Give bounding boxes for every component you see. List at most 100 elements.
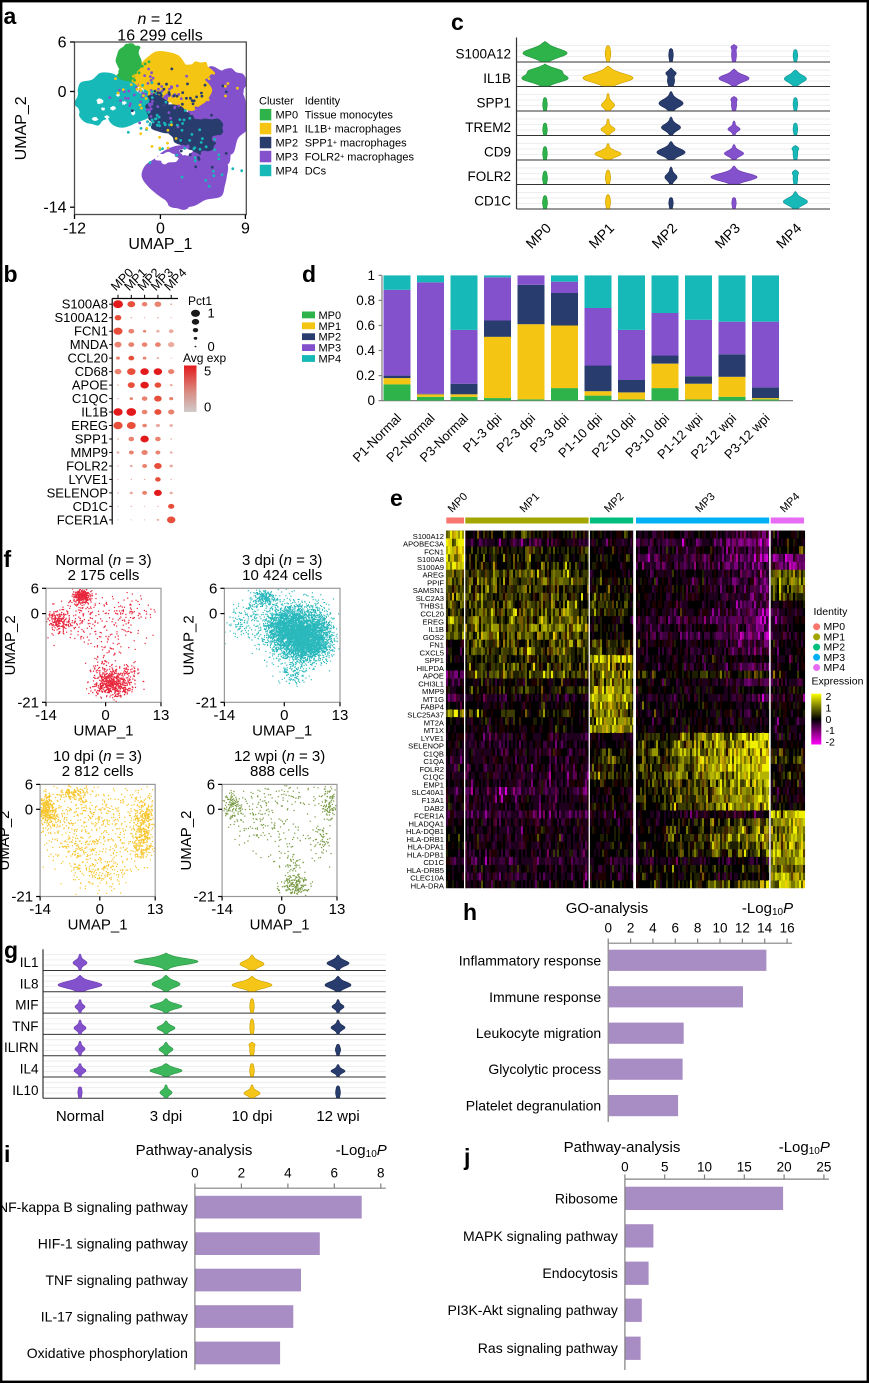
svg-text:MP2: MP2 (276, 138, 299, 150)
svg-text:0: 0 (96, 901, 104, 918)
svg-text:Normal (n = 3): Normal (n = 3) (55, 552, 151, 569)
svg-text:NF-kappa B signaling pathway: NF-kappa B signaling pathway (0, 1199, 188, 1215)
svg-text:IL10: IL10 (12, 1083, 38, 1098)
svg-text:CD1C: CD1C (474, 194, 511, 209)
svg-text:C1QA: C1QA (423, 757, 445, 766)
svg-text:MT1X: MT1X (424, 726, 444, 735)
svg-text:THBS1: THBS1 (420, 602, 444, 611)
svg-text:MP4: MP4 (824, 662, 846, 674)
svg-text:EREG: EREG (422, 617, 444, 626)
svg-text:5: 5 (661, 1160, 669, 1175)
svg-text:TNF: TNF (12, 1019, 38, 1034)
svg-text:6: 6 (207, 776, 215, 793)
svg-text:10 424 cells: 10 424 cells (242, 567, 322, 584)
svg-text:6: 6 (331, 1166, 339, 1181)
svg-text:MMP9: MMP9 (422, 687, 444, 696)
svg-text:-21: -21 (17, 694, 39, 711)
svg-text:Endocytosis: Endocytosis (542, 1265, 617, 1281)
svg-text:b: b (4, 261, 18, 287)
svg-text:TREM2: TREM2 (465, 120, 511, 135)
svg-text:UMAP_2: UMAP_2 (178, 810, 195, 870)
svg-text:20: 20 (777, 1160, 792, 1175)
svg-text:-14: -14 (35, 707, 57, 724)
svg-text:-21: -21 (196, 694, 218, 711)
svg-text:6: 6 (672, 921, 680, 936)
svg-text:ILIRN: ILIRN (4, 1040, 39, 1055)
svg-text:SELENOP: SELENOP (47, 485, 108, 500)
svg-text:UMAP_1: UMAP_1 (73, 722, 133, 739)
svg-text:HLA-DRB1: HLA-DRB1 (406, 835, 444, 844)
svg-text:UMAP_2: UMAP_2 (2, 615, 19, 675)
svg-text:0: 0 (208, 339, 215, 354)
svg-text:-Log10P: -Log10P (742, 900, 793, 918)
svg-text:MT2A: MT2A (424, 718, 445, 727)
svg-text:EREG: EREG (71, 418, 108, 433)
svg-text:Oxidative phosphorylation: Oxidative phosphorylation (27, 1345, 188, 1361)
svg-text:UMAP_2: UMAP_2 (13, 96, 30, 160)
svg-text:0: 0 (207, 801, 215, 818)
svg-text:Immune response: Immune response (489, 989, 601, 1005)
svg-text:PPIF: PPIF (427, 578, 444, 587)
svg-text:i: i (4, 1141, 10, 1167)
svg-text:8: 8 (377, 1166, 385, 1181)
svg-text:888 cells: 888 cells (250, 763, 309, 780)
svg-text:6: 6 (209, 580, 217, 597)
svg-text:CD1C: CD1C (73, 499, 108, 514)
svg-text:MP2: MP2 (824, 642, 846, 654)
svg-text:MIF: MIF (15, 998, 38, 1013)
svg-text:S100A9: S100A9 (417, 563, 444, 572)
svg-text:-14: -14 (214, 707, 236, 724)
svg-text:UMAP_1: UMAP_1 (128, 236, 192, 253)
svg-text:HLADQA1: HLADQA1 (409, 819, 444, 828)
svg-text:1: 1 (367, 268, 375, 283)
svg-text:4: 4 (649, 921, 657, 936)
svg-text:10: 10 (712, 921, 727, 936)
svg-text:GOS2: GOS2 (423, 633, 444, 642)
svg-text:13: 13 (147, 901, 164, 918)
svg-text:HIF-1 signaling pathway: HIF-1 signaling pathway (38, 1236, 188, 1252)
svg-text:0.2: 0.2 (356, 368, 375, 383)
svg-text:Platelet degranulation: Platelet degranulation (466, 1098, 601, 1114)
svg-text:DCs: DCs (305, 165, 327, 177)
svg-text:13: 13 (153, 707, 170, 724)
svg-text:FCN1: FCN1 (74, 324, 108, 339)
svg-text:0: 0 (58, 84, 67, 101)
svg-text:CHI3L1: CHI3L1 (418, 679, 444, 688)
svg-text:13: 13 (332, 707, 349, 724)
svg-text:FOLR2: FOLR2 (66, 459, 108, 474)
svg-text:0: 0 (31, 606, 39, 623)
svg-text:C1QC: C1QC (423, 773, 445, 782)
svg-text:-14: -14 (43, 200, 66, 217)
svg-text:Pathway-analysis: Pathway-analysis (564, 1139, 681, 1156)
svg-text:2: 2 (238, 1166, 246, 1181)
svg-text:IL-17 signaling pathway: IL-17 signaling pathway (41, 1309, 188, 1325)
svg-text:FCER1A: FCER1A (57, 512, 109, 527)
svg-text:MP0: MP0 (824, 621, 846, 633)
svg-text:S100A8: S100A8 (62, 297, 108, 312)
svg-text:LYVE1: LYVE1 (421, 734, 444, 743)
svg-text:CXCL5: CXCL5 (420, 648, 444, 657)
svg-text:g: g (4, 937, 18, 963)
svg-text:C1QC: C1QC (72, 391, 108, 406)
svg-text:MAPK signaling pathway: MAPK signaling pathway (463, 1228, 618, 1244)
svg-text:2: 2 (826, 691, 832, 703)
svg-text:FOLR2: FOLR2 (467, 169, 511, 184)
svg-text:IL1: IL1 (20, 955, 39, 970)
svg-text:MP4: MP4 (319, 354, 342, 366)
svg-text:-1: -1 (826, 725, 835, 737)
svg-text:SELENOP: SELENOP (408, 742, 444, 751)
svg-text:CCL20: CCL20 (420, 610, 444, 619)
svg-text:0: 0 (278, 901, 286, 918)
svg-text:Normal: Normal (56, 1108, 104, 1125)
svg-text:FOLR2+ macrophages: FOLR2+ macrophages (305, 151, 415, 163)
svg-text:0: 0 (25, 801, 33, 818)
svg-text:MP0: MP0 (319, 310, 342, 322)
svg-text:4: 4 (284, 1166, 292, 1181)
svg-text:MP1: MP1 (276, 124, 299, 136)
svg-text:UMAP_1: UMAP_1 (68, 917, 128, 934)
svg-text:FCN1: FCN1 (424, 547, 444, 556)
svg-text:S100A12: S100A12 (455, 47, 511, 62)
svg-text:Leukocyte migration: Leukocyte migration (476, 1025, 601, 1041)
svg-text:-12: -12 (63, 221, 86, 238)
svg-text:0.8: 0.8 (356, 293, 375, 308)
